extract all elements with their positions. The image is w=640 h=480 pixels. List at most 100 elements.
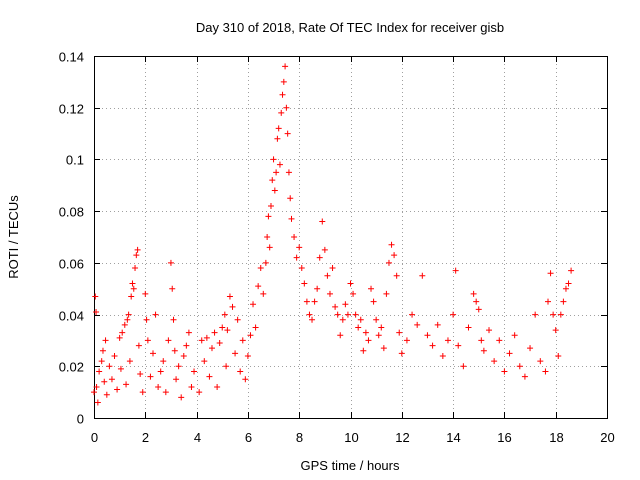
data-point xyxy=(114,386,121,393)
data-point xyxy=(516,363,523,370)
y-tick-label: 0.1 xyxy=(66,153,84,168)
data-point xyxy=(134,246,141,253)
data-point xyxy=(344,311,351,318)
data-point xyxy=(429,342,436,349)
data-point xyxy=(552,327,559,334)
data-point xyxy=(178,394,185,401)
data-point xyxy=(491,358,498,365)
data-point xyxy=(380,345,387,352)
data-point xyxy=(234,316,241,323)
data-point xyxy=(393,272,400,279)
data-point xyxy=(403,337,410,344)
data-point xyxy=(111,352,118,359)
y-tick-label: 0.06 xyxy=(59,257,84,272)
y-tick-label: 0.02 xyxy=(59,360,84,375)
data-point xyxy=(92,293,99,300)
data-point xyxy=(124,316,131,323)
data-point xyxy=(306,311,313,318)
data-point xyxy=(278,109,285,116)
data-point xyxy=(450,311,457,318)
data-point xyxy=(219,324,226,331)
data-point xyxy=(135,342,142,349)
data-point xyxy=(282,63,289,70)
data-point xyxy=(388,241,395,248)
data-point xyxy=(532,311,539,318)
data-point xyxy=(162,389,169,396)
data-point xyxy=(255,283,262,290)
data-point xyxy=(165,337,172,344)
data-point xyxy=(424,332,431,339)
data-point xyxy=(291,234,298,240)
data-point xyxy=(321,246,328,253)
data-point xyxy=(98,358,105,365)
data-point xyxy=(128,293,135,300)
data-point xyxy=(452,267,459,274)
data-point xyxy=(342,301,349,308)
x-tick-label: 14 xyxy=(446,430,460,445)
data-point xyxy=(545,298,552,305)
data-point xyxy=(169,285,176,292)
data-point xyxy=(226,293,233,300)
data-point xyxy=(347,280,354,287)
data-point xyxy=(152,311,159,318)
y-axis-label: ROTI / TECUs xyxy=(6,195,21,279)
data-point xyxy=(171,347,178,354)
data-point xyxy=(270,156,277,163)
data-point xyxy=(339,316,346,323)
data-point xyxy=(232,350,239,357)
data-point xyxy=(478,337,485,344)
data-point xyxy=(157,368,164,375)
data-point xyxy=(269,177,276,184)
data-point xyxy=(229,303,236,310)
data-point xyxy=(175,363,182,370)
data-point xyxy=(216,340,223,347)
data-point xyxy=(260,290,267,297)
data-point xyxy=(283,104,290,111)
data-point xyxy=(183,342,190,349)
data-point xyxy=(108,376,115,383)
data-point xyxy=(101,378,108,385)
data-point xyxy=(373,316,380,323)
data-point xyxy=(121,321,128,328)
data-point xyxy=(550,311,557,318)
data-point xyxy=(188,383,195,390)
data-point xyxy=(324,272,331,279)
chart-title: Day 310 of 2018, Rate Of TEC Index for r… xyxy=(196,20,504,35)
data-point xyxy=(362,329,369,336)
data-point xyxy=(211,329,218,336)
data-point xyxy=(237,368,244,375)
data-points xyxy=(91,63,575,406)
data-point xyxy=(560,298,567,305)
data-point xyxy=(106,363,113,370)
data-point xyxy=(116,334,123,341)
data-point xyxy=(455,342,462,349)
x-tick-label: 8 xyxy=(296,430,303,445)
data-point xyxy=(287,195,294,202)
data-point xyxy=(385,259,392,266)
y-tick-label: 0.14 xyxy=(59,50,84,65)
data-point xyxy=(99,347,106,354)
data-point xyxy=(257,265,264,272)
data-point xyxy=(537,358,544,365)
data-point xyxy=(434,321,441,328)
data-point xyxy=(137,371,144,378)
data-point xyxy=(350,290,357,297)
data-point xyxy=(542,368,549,375)
data-point xyxy=(264,234,271,240)
data-point xyxy=(208,345,215,352)
data-point xyxy=(334,311,341,318)
data-point xyxy=(298,265,305,272)
data-point xyxy=(214,383,221,390)
grid-lines xyxy=(94,56,607,418)
data-point xyxy=(160,358,167,365)
data-point xyxy=(293,254,300,261)
data-point xyxy=(276,161,283,168)
data-point xyxy=(547,270,554,277)
y-tick-label: 0.08 xyxy=(59,205,84,220)
data-point xyxy=(129,280,136,287)
data-point xyxy=(126,358,133,365)
data-point xyxy=(316,254,323,261)
data-point xyxy=(185,329,192,336)
data-point xyxy=(511,332,518,339)
